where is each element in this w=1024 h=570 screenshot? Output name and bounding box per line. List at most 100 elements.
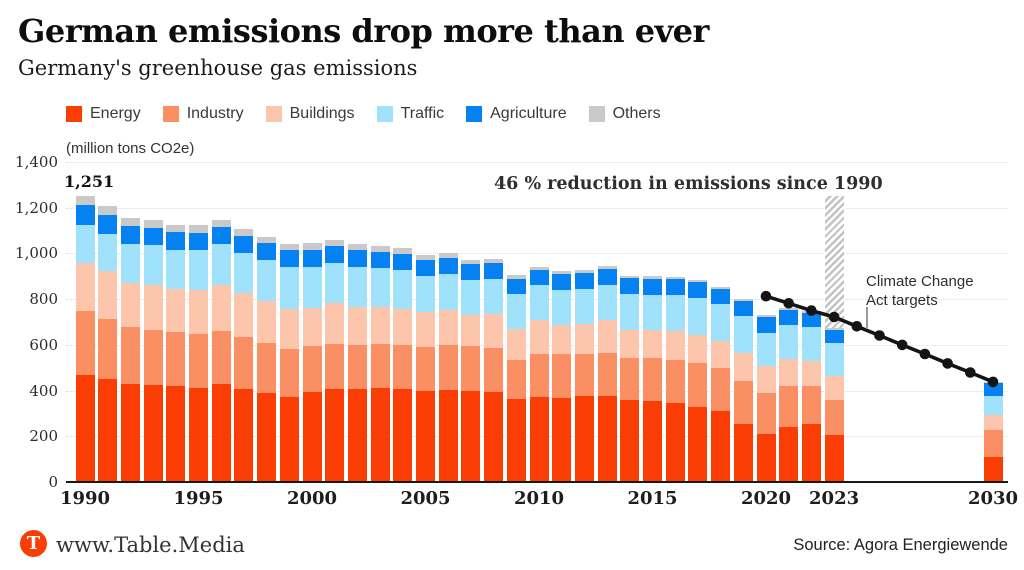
bar-segment-traffic-1999 bbox=[279, 266, 299, 310]
bar-segment-others-2006 bbox=[438, 253, 458, 258]
bar-segment-others-2015 bbox=[643, 276, 662, 279]
bar-segment-industry-1993 bbox=[143, 330, 163, 386]
table-media-logo-letter: T bbox=[26, 532, 41, 554]
bar-segment-buildings-2012 bbox=[574, 323, 594, 354]
bar-segment-buildings-2010 bbox=[529, 320, 549, 354]
bar-segment-buildings-2013 bbox=[597, 320, 617, 353]
bar-segment-buildings-2017 bbox=[688, 335, 708, 363]
bar-segment-energy-1994 bbox=[166, 386, 186, 482]
table-media-logo: T bbox=[20, 530, 47, 557]
y-tick-label-1000: 1,000 bbox=[15, 244, 58, 263]
bar-segment-others-2013 bbox=[597, 266, 617, 269]
bar-segment-industry-2013 bbox=[597, 352, 617, 396]
bar-segment-buildings-2022 bbox=[801, 360, 821, 387]
bar-segment-traffic-2010 bbox=[529, 285, 549, 321]
bar-segment-buildings-2009 bbox=[506, 328, 526, 361]
bar-segment-industry-2020 bbox=[756, 393, 776, 434]
legend-item-agriculture: Agriculture bbox=[466, 105, 567, 123]
bar-segment-buildings-2007 bbox=[461, 315, 481, 346]
bar-segment-others-2017 bbox=[688, 279, 708, 282]
bar-segment-energy-2017 bbox=[688, 407, 708, 482]
bar-segment-energy-1991 bbox=[98, 379, 118, 482]
bar-segment-traffic-2004 bbox=[393, 269, 413, 309]
bar-segment-industry-2019 bbox=[733, 381, 753, 424]
bar-segment-traffic-2005 bbox=[416, 275, 435, 313]
x-axis-line bbox=[66, 481, 1008, 484]
bar-segment-industry-2007 bbox=[461, 346, 481, 392]
x-tick-label-2015: 2015 bbox=[627, 488, 678, 509]
bar-segment-others-2014 bbox=[620, 275, 640, 279]
bar-segment-industry-2022 bbox=[801, 386, 821, 424]
x-tick-label-2005: 2005 bbox=[400, 488, 451, 509]
bar-segment-energy-2005 bbox=[416, 391, 435, 482]
bar-segment-energy-2020 bbox=[756, 434, 776, 482]
bar-segment-agriculture-2013 bbox=[597, 268, 617, 285]
bar-segment-industry-2005 bbox=[416, 346, 435, 392]
bar-segment-others-2009 bbox=[506, 274, 526, 279]
y-tick-label-0: 0 bbox=[48, 473, 58, 491]
y-axis-unit-label: (million tons CO2e) bbox=[66, 140, 195, 157]
bar-segment-agriculture-1999 bbox=[279, 250, 299, 267]
bar-segment-buildings-1995 bbox=[189, 290, 208, 334]
bar-segment-energy-2004 bbox=[393, 389, 413, 482]
legend-swatch-industry bbox=[162, 106, 179, 122]
bar-segment-industry-2008 bbox=[484, 347, 504, 393]
bar-segment-buildings-2008 bbox=[484, 314, 504, 348]
legend-label: Industry bbox=[186, 105, 244, 122]
bar-segment-energy-2006 bbox=[438, 389, 458, 482]
bar-segment-traffic-2014 bbox=[620, 294, 640, 331]
bar-segment-energy-2013 bbox=[597, 395, 617, 482]
bar-segment-industry-2001 bbox=[325, 343, 345, 389]
bar-segment-buildings-1990 bbox=[75, 262, 95, 311]
bar-segment-traffic-1994 bbox=[166, 249, 186, 289]
legend-label: Others bbox=[612, 105, 661, 122]
bar-segment-buildings-2018 bbox=[711, 340, 731, 368]
bar-value-label-1990: 1,251 bbox=[64, 172, 115, 191]
bar-segment-energy-1998 bbox=[257, 393, 277, 482]
bar-segment-traffic-1996 bbox=[211, 244, 231, 285]
bar-segment-others-2011 bbox=[552, 271, 572, 275]
footer-source: Source: Agora Energiewende bbox=[793, 536, 1008, 554]
bar-segment-buildings-1997 bbox=[234, 293, 254, 338]
bar-segment-traffic-2015 bbox=[643, 294, 662, 331]
bar-segment-industry-2011 bbox=[552, 354, 572, 398]
bar-segment-buildings-2003 bbox=[370, 306, 390, 344]
bar-segment-buildings-1994 bbox=[166, 288, 186, 333]
bar-segment-traffic-2019 bbox=[733, 315, 753, 354]
bar-segment-traffic-2016 bbox=[665, 295, 685, 332]
gridline-1000 bbox=[66, 253, 1008, 255]
bar-segment-energy-2011 bbox=[552, 397, 572, 482]
bar-segment-industry-1998 bbox=[257, 342, 277, 394]
bar-segment-buildings-2020 bbox=[756, 365, 776, 394]
bar-segment-energy-2001 bbox=[325, 388, 345, 482]
bar-segment-others-2023 bbox=[824, 328, 844, 330]
bar-segment-industry-2030 bbox=[983, 430, 1003, 458]
bar-segment-energy-1999 bbox=[279, 396, 299, 482]
bar-segment-traffic-2022 bbox=[801, 327, 821, 361]
bar-segment-others-2021 bbox=[779, 308, 799, 311]
bar-segment-energy-2030 bbox=[983, 457, 1003, 482]
bar-segment-others-1991 bbox=[98, 206, 118, 215]
x-tick-label-1995: 1995 bbox=[173, 488, 224, 509]
bar-segment-buildings-1992 bbox=[120, 282, 140, 328]
bar-segment-others-2019 bbox=[733, 299, 753, 302]
page-title: German emissions drop more than ever bbox=[18, 12, 709, 50]
bar-segment-buildings-2030 bbox=[983, 415, 1003, 431]
bar-segment-agriculture-2008 bbox=[484, 263, 504, 279]
bar-segment-others-2020 bbox=[756, 315, 776, 318]
bar-segment-industry-2023 bbox=[824, 399, 844, 436]
bar-segment-agriculture-2018 bbox=[711, 289, 731, 304]
bar-segment-traffic-2000 bbox=[302, 266, 322, 309]
bar-segment-agriculture-1990 bbox=[75, 204, 95, 226]
bar-segment-buildings-1991 bbox=[98, 271, 118, 320]
target-label-pointer-line bbox=[866, 307, 868, 329]
climate-target-dot-2028 bbox=[942, 358, 953, 369]
bar-segment-others-2001 bbox=[325, 239, 345, 246]
bar-segment-buildings-2004 bbox=[393, 308, 413, 345]
climate-target-dot-2024 bbox=[851, 321, 863, 332]
bar-segment-buildings-2011 bbox=[552, 324, 572, 355]
bar-segment-industry-2003 bbox=[370, 343, 390, 389]
bar-segment-industry-2012 bbox=[574, 354, 594, 397]
bar-segment-industry-1995 bbox=[189, 333, 208, 388]
